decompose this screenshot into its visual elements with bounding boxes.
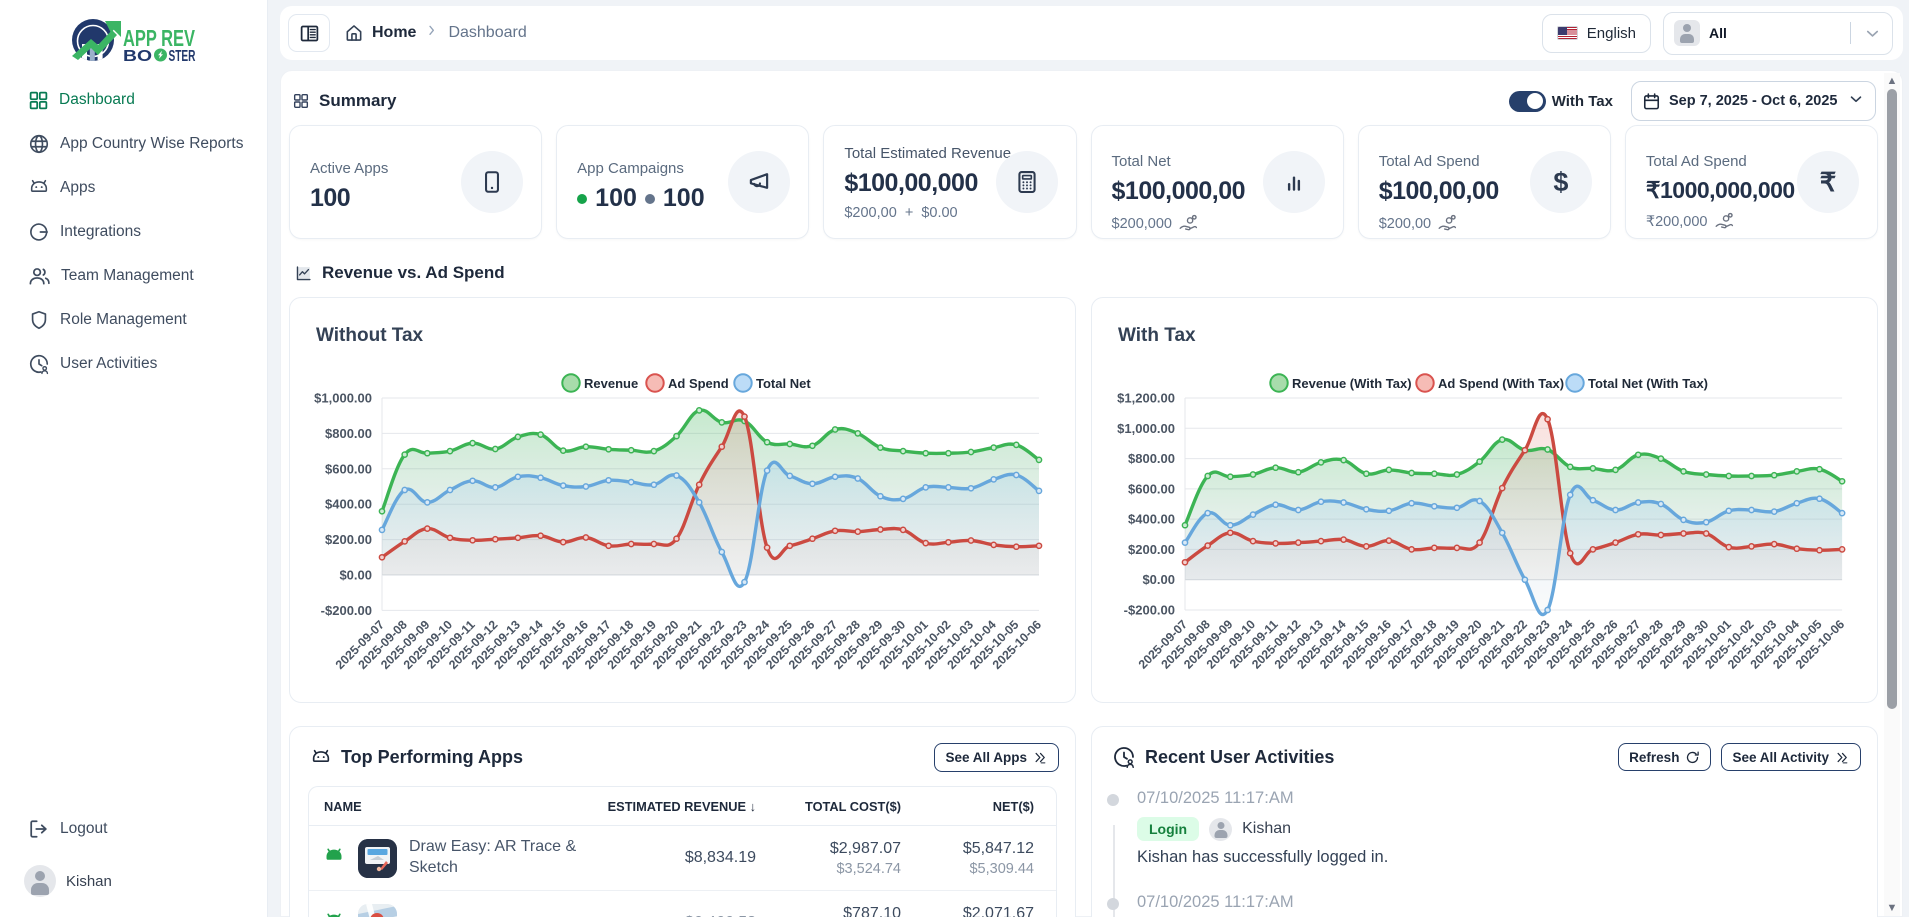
svg-text:Revenue (With Tax): Revenue (With Tax) xyxy=(1292,376,1412,391)
svg-text:$1,200.00: $1,200.00 xyxy=(1117,391,1175,406)
svg-text:$600.00: $600.00 xyxy=(1128,481,1175,496)
svg-text:Without Tax: Without Tax xyxy=(316,325,424,346)
svg-text:Ad Spend: Ad Spend xyxy=(668,376,729,391)
svg-text:$0.00: $0.00 xyxy=(339,568,372,583)
svg-text:APP REV: APP REV xyxy=(123,25,195,51)
svg-text:$400.00: $400.00 xyxy=(325,497,372,512)
svg-text:$1,000.00: $1,000.00 xyxy=(314,391,372,406)
svg-text:$0.00: $0.00 xyxy=(1142,572,1175,587)
svg-text:$400.00: $400.00 xyxy=(1128,512,1175,527)
svg-text:$200.00: $200.00 xyxy=(1128,542,1175,557)
svg-text:-$200.00: -$200.00 xyxy=(321,603,372,618)
svg-text:$1,000.00: $1,000.00 xyxy=(1117,421,1175,436)
svg-text:Total Net: Total Net xyxy=(756,376,811,391)
svg-text:$800.00: $800.00 xyxy=(325,426,372,441)
svg-text:Ad Spend (With Tax): Ad Spend (With Tax) xyxy=(1438,376,1564,391)
svg-text:Revenue: Revenue xyxy=(584,376,638,391)
svg-text:Total Net (With Tax): Total Net (With Tax) xyxy=(1588,376,1708,391)
svg-text:$800.00: $800.00 xyxy=(1128,451,1175,466)
svg-text:STER: STER xyxy=(169,48,196,65)
svg-text:With Tax: With Tax xyxy=(1118,325,1196,346)
svg-text:$200.00: $200.00 xyxy=(325,532,372,547)
svg-text:BO: BO xyxy=(123,48,152,65)
svg-text:-$200.00: -$200.00 xyxy=(1124,603,1175,618)
svg-text:$600.00: $600.00 xyxy=(325,461,372,476)
